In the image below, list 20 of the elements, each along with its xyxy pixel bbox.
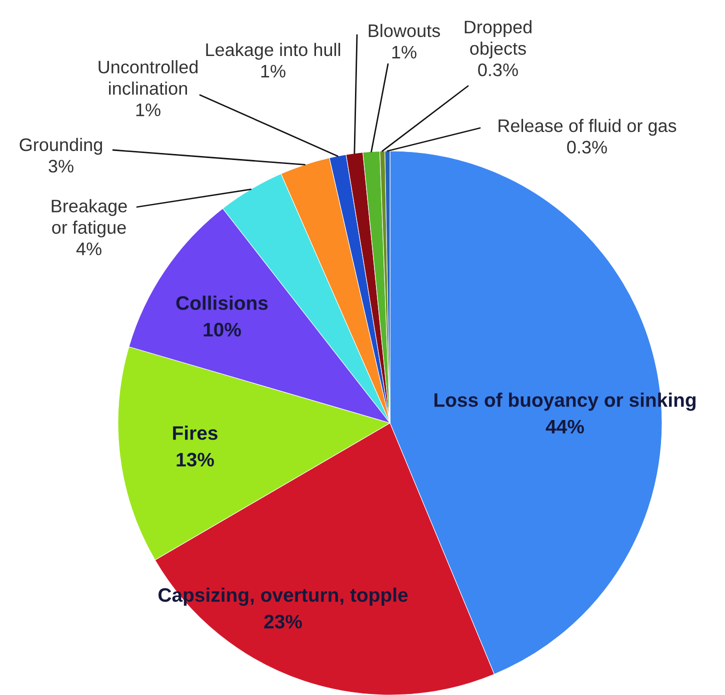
data-label: 23%	[264, 614, 302, 629]
data-label: 1%	[136, 104, 160, 116]
data-label: 44%	[546, 420, 584, 434]
data-label: 1%	[261, 64, 286, 78]
data-label: 3%	[48, 160, 74, 173]
data-label: 13%	[176, 452, 214, 467]
data-label: 0.3%	[478, 63, 518, 76]
slice-label: Leakage into hull	[206, 42, 340, 60]
slice-label: Dropped objects	[464, 20, 532, 58]
slice-label: Collisions	[176, 296, 268, 310]
slice-label: Blowouts	[368, 24, 440, 38]
data-label: 4%	[76, 242, 102, 256]
slice-label: Fires	[173, 426, 218, 440]
data-label: 0.3%	[567, 140, 607, 154]
data-label: 1%	[392, 46, 416, 58]
slice-label: Breakage or fatigue	[52, 199, 127, 238]
data-label: 10%	[204, 322, 241, 337]
slice-label: Uncontrolled inclination	[98, 60, 198, 95]
slice-label: Grounding	[20, 138, 102, 155]
slice-label: Release of fluid or gas	[498, 118, 676, 136]
